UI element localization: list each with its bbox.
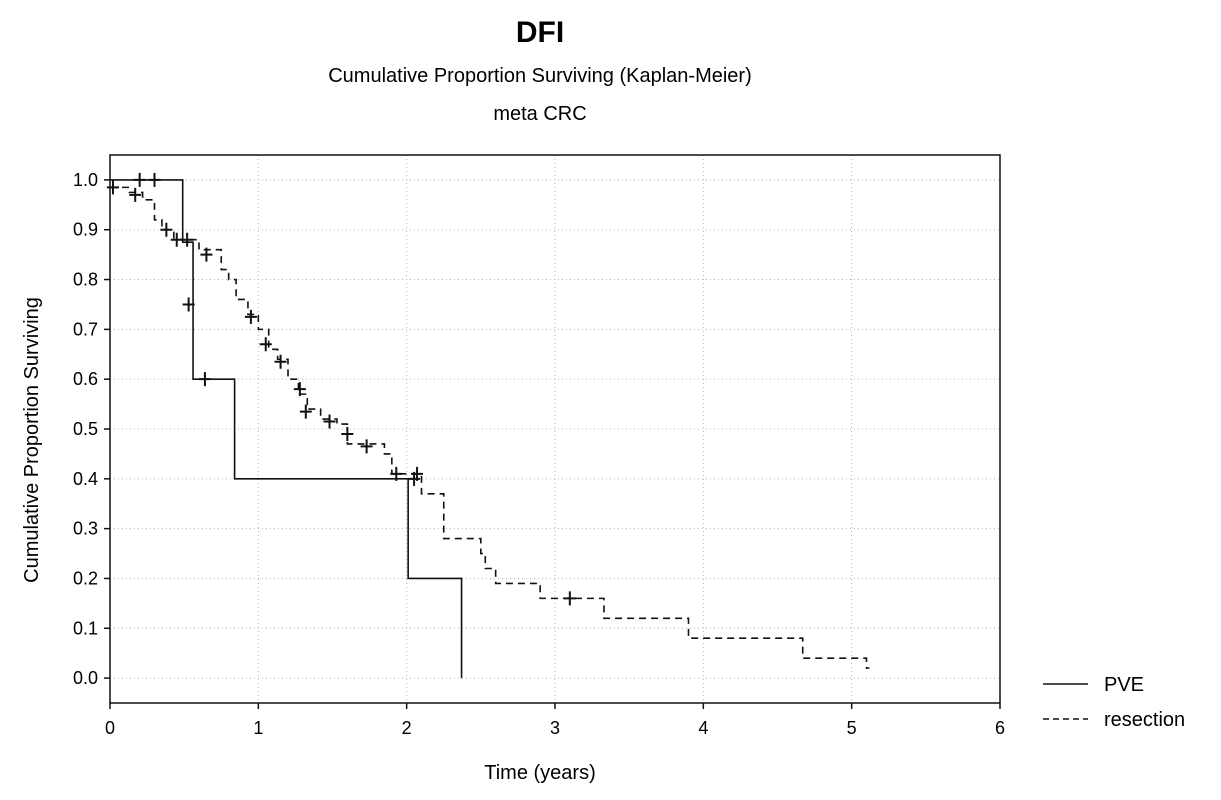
x-tick-label: 0 bbox=[105, 718, 115, 738]
ticks: 0 1 2 3 4 5 6 1.0 0.9 0.8 0.7 0.6 0.5 0.4 0.3 0.2 0.1 0.0 bbox=[73, 170, 1005, 738]
censor-mark-resection bbox=[106, 180, 119, 195]
series-line-pve bbox=[110, 179, 463, 679]
censor-mark-resection bbox=[341, 426, 354, 441]
censor-mark-resection bbox=[170, 232, 183, 247]
chart-subtitle-2: meta CRC bbox=[493, 103, 586, 125]
x-tick-label: 5 bbox=[847, 718, 857, 738]
legend-label-resection: resection bbox=[1104, 709, 1185, 731]
censor-mark-resection bbox=[274, 354, 287, 369]
censor-mark-pve bbox=[198, 372, 211, 387]
chart-subtitle: Cumulative Proportion Surviving (Kaplan-… bbox=[328, 65, 752, 87]
censor-mark-resection bbox=[160, 222, 173, 237]
x-tick-label: 3 bbox=[550, 718, 560, 738]
x-tick-label: 4 bbox=[698, 718, 708, 738]
censor-mark-resection bbox=[293, 382, 306, 397]
censor-mark-resection bbox=[563, 591, 576, 606]
y-tick-label: 0.4 bbox=[73, 469, 98, 489]
series-layer bbox=[106, 172, 870, 679]
censor-mark-pve bbox=[182, 297, 195, 312]
censor-mark-pve bbox=[148, 172, 161, 187]
y-tick-label: 0.1 bbox=[73, 618, 98, 638]
y-tick-label: 0.3 bbox=[73, 519, 98, 539]
series-line-resection bbox=[110, 186, 870, 669]
plot-frame bbox=[109, 154, 1001, 704]
y-tick-label: 0.7 bbox=[73, 319, 98, 339]
censor-mark-resection bbox=[181, 232, 194, 247]
censor-mark-pve bbox=[133, 172, 146, 187]
censor-mark-resection bbox=[244, 309, 257, 324]
censor-mark-resection bbox=[323, 414, 336, 429]
y-tick-label: 0.6 bbox=[73, 369, 98, 389]
grid bbox=[109, 155, 1001, 703]
y-tick-label: 0.5 bbox=[73, 419, 98, 439]
censor-mark-resection bbox=[299, 404, 312, 419]
y-tick-label: 0.9 bbox=[73, 220, 98, 240]
censor-mark-resection bbox=[259, 337, 272, 352]
y-tick-label: 0.2 bbox=[73, 568, 98, 588]
censor-mark-resection bbox=[411, 466, 424, 481]
x-tick-label: 1 bbox=[253, 718, 263, 738]
y-tick-label: 0.8 bbox=[73, 270, 98, 290]
x-axis-title: Time (years) bbox=[484, 762, 595, 784]
y-tick-label: 1.0 bbox=[73, 170, 98, 190]
x-tick-label: 6 bbox=[995, 718, 1005, 738]
censor-mark-resection bbox=[129, 187, 142, 202]
y-tick-label: 0.0 bbox=[73, 668, 98, 688]
censor-mark-resection bbox=[360, 439, 373, 454]
censor-mark-resection bbox=[200, 247, 213, 262]
x-tick-label: 2 bbox=[402, 718, 412, 738]
y-axis-title: Cumulative Proportion Surviving bbox=[21, 297, 43, 583]
chart-title: DFI bbox=[516, 16, 564, 49]
legend: PVE resection bbox=[1043, 674, 1185, 731]
legend-label-pve: PVE bbox=[1104, 674, 1144, 696]
censor-mark-resection bbox=[390, 466, 403, 481]
